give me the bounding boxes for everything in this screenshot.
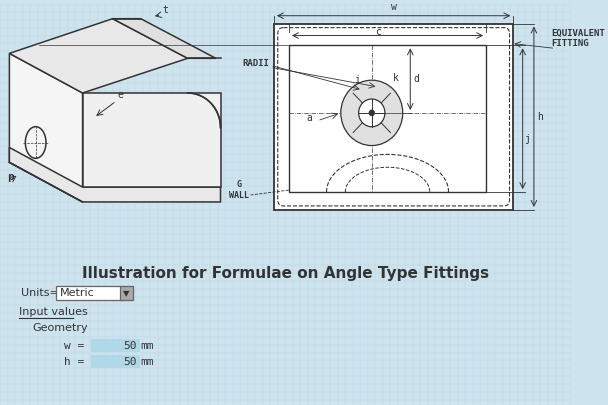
Text: G
WALL: G WALL [229,180,249,200]
Text: c: c [375,27,381,36]
Text: Geometry: Geometry [33,323,89,333]
Text: Input values: Input values [19,307,88,317]
Text: ▼: ▼ [123,289,130,298]
Circle shape [359,99,385,127]
Circle shape [341,80,402,145]
Text: Metric: Metric [60,288,95,298]
Text: mm: mm [141,341,154,351]
Text: h: h [537,112,542,122]
Text: 50: 50 [123,341,137,351]
Text: i: i [354,75,360,85]
Bar [289,45,486,192]
Polygon shape [9,19,188,93]
Polygon shape [112,19,216,58]
Text: j: j [525,134,530,143]
Polygon shape [83,93,221,187]
Text: mm: mm [141,357,154,367]
Bar [274,23,513,210]
Text: w: w [391,2,396,12]
Text: h =: h = [64,357,85,367]
Bar [91,339,140,352]
Text: RADII: RADII [242,59,269,68]
Text: Units=: Units= [21,288,58,298]
Text: Illustration for Formulae on Angle Type Fittings: Illustration for Formulae on Angle Type … [81,266,489,281]
Text: EQUIVALENT
FITTING: EQUIVALENT FITTING [551,29,604,48]
Bar [57,286,124,300]
Bar [120,286,133,300]
Polygon shape [9,53,83,202]
Text: w =: w = [64,341,85,351]
Bar [91,356,140,369]
Circle shape [369,110,375,116]
Text: t: t [162,5,168,15]
Text: d: d [413,74,419,84]
Polygon shape [9,147,221,202]
Text: k: k [392,73,398,83]
Text: a: a [306,113,312,123]
Text: e: e [117,90,123,100]
Text: p: p [7,172,14,182]
Text: 50: 50 [123,357,137,367]
